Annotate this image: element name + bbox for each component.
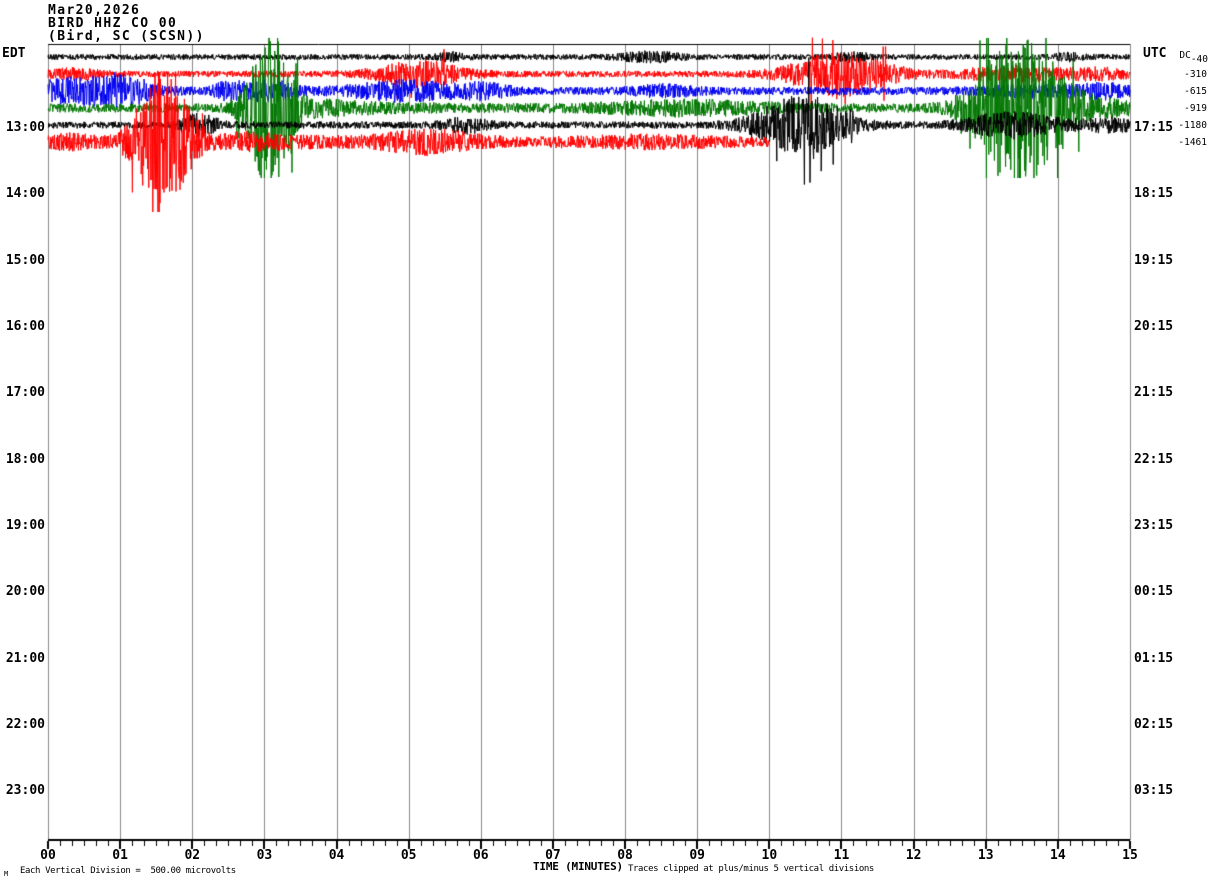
left-timezone-label: EDT bbox=[2, 46, 26, 61]
vertical-division-note: Each Vertical Division = 500.00 microvol… bbox=[20, 866, 236, 876]
edt-time-label: 20:00 bbox=[5, 584, 45, 600]
edt-time-label: 14:00 bbox=[5, 186, 45, 202]
x-tick-label: 00 bbox=[40, 848, 56, 863]
x-tick-label: 13 bbox=[977, 848, 994, 863]
clipping-note: Traces clipped at plus/minus 5 vertical … bbox=[628, 864, 874, 874]
x-axis-title: TIME (MINUTES) bbox=[533, 860, 623, 873]
edt-time-label: 19:00 bbox=[5, 517, 45, 533]
utc-time-label: 02:15 bbox=[1134, 716, 1174, 732]
x-tick-label: 05 bbox=[400, 848, 417, 863]
utc-time-label: 17:15 bbox=[1134, 120, 1174, 135]
edt-time-label: 16:00 bbox=[5, 318, 45, 334]
x-tick-label: 15 bbox=[1122, 848, 1138, 863]
x-tick-label: 07 bbox=[545, 848, 561, 863]
dc-offset-value: -919 bbox=[1184, 103, 1207, 114]
dc-label: DC bbox=[1179, 50, 1191, 61]
utc-time-label: 01:15 bbox=[1134, 650, 1174, 666]
edt-time-label: 18:00 bbox=[5, 451, 45, 467]
edt-time-label: 22:00 bbox=[5, 716, 45, 732]
utc-time-label: 20:15 bbox=[1134, 318, 1174, 334]
x-tick-label: 10 bbox=[761, 848, 778, 863]
header-date: Mar20,2026 bbox=[48, 3, 141, 18]
header-station: BIRD HHZ CO 00 bbox=[48, 16, 178, 31]
x-tick-label: 09 bbox=[689, 848, 706, 863]
dc-offset-value: -1180 bbox=[1178, 120, 1207, 131]
x-tick-label: 14 bbox=[1050, 848, 1066, 863]
utc-time-label: 18:15 bbox=[1134, 186, 1174, 202]
edt-time-label: 13:00 bbox=[5, 120, 45, 135]
dc-offset-value: -310 bbox=[1184, 69, 1207, 80]
edt-time-label: 23:00 bbox=[5, 783, 45, 799]
x-tick-label: 04 bbox=[328, 848, 345, 863]
header-location: (Bird, SC (SCSN)) bbox=[48, 29, 205, 44]
x-tick-label: 02 bbox=[184, 848, 201, 863]
x-tick-label: 08 bbox=[617, 848, 633, 863]
x-tick-label: 11 bbox=[833, 848, 850, 863]
edt-time-label: 17:00 bbox=[5, 385, 45, 401]
x-tick-label: 12 bbox=[905, 848, 922, 863]
utc-time-label: 23:15 bbox=[1134, 517, 1174, 533]
utc-time-label: 03:15 bbox=[1134, 783, 1174, 799]
x-tick-label: 01 bbox=[112, 848, 128, 863]
edt-time-label: 15:00 bbox=[5, 252, 45, 268]
dc-offset-value-0: -40 bbox=[1190, 54, 1208, 65]
utc-time-label: 00:15 bbox=[1134, 584, 1174, 600]
utc-time-label: 22:15 bbox=[1134, 451, 1174, 467]
dc-offset-header: DC-40 bbox=[1168, 39, 1208, 65]
right-timezone-label: UTC bbox=[1143, 46, 1167, 61]
dc-offset-value: -1461 bbox=[1178, 137, 1207, 148]
watermark-glyph: M bbox=[4, 870, 9, 878]
x-tick-label: 06 bbox=[472, 848, 489, 863]
edt-time-label: 21:00 bbox=[5, 650, 45, 666]
x-tick-label: 03 bbox=[256, 848, 273, 863]
utc-time-label: 19:15 bbox=[1134, 252, 1174, 268]
dc-offset-value: -615 bbox=[1184, 86, 1207, 97]
utc-time-label: 21:15 bbox=[1134, 385, 1174, 401]
